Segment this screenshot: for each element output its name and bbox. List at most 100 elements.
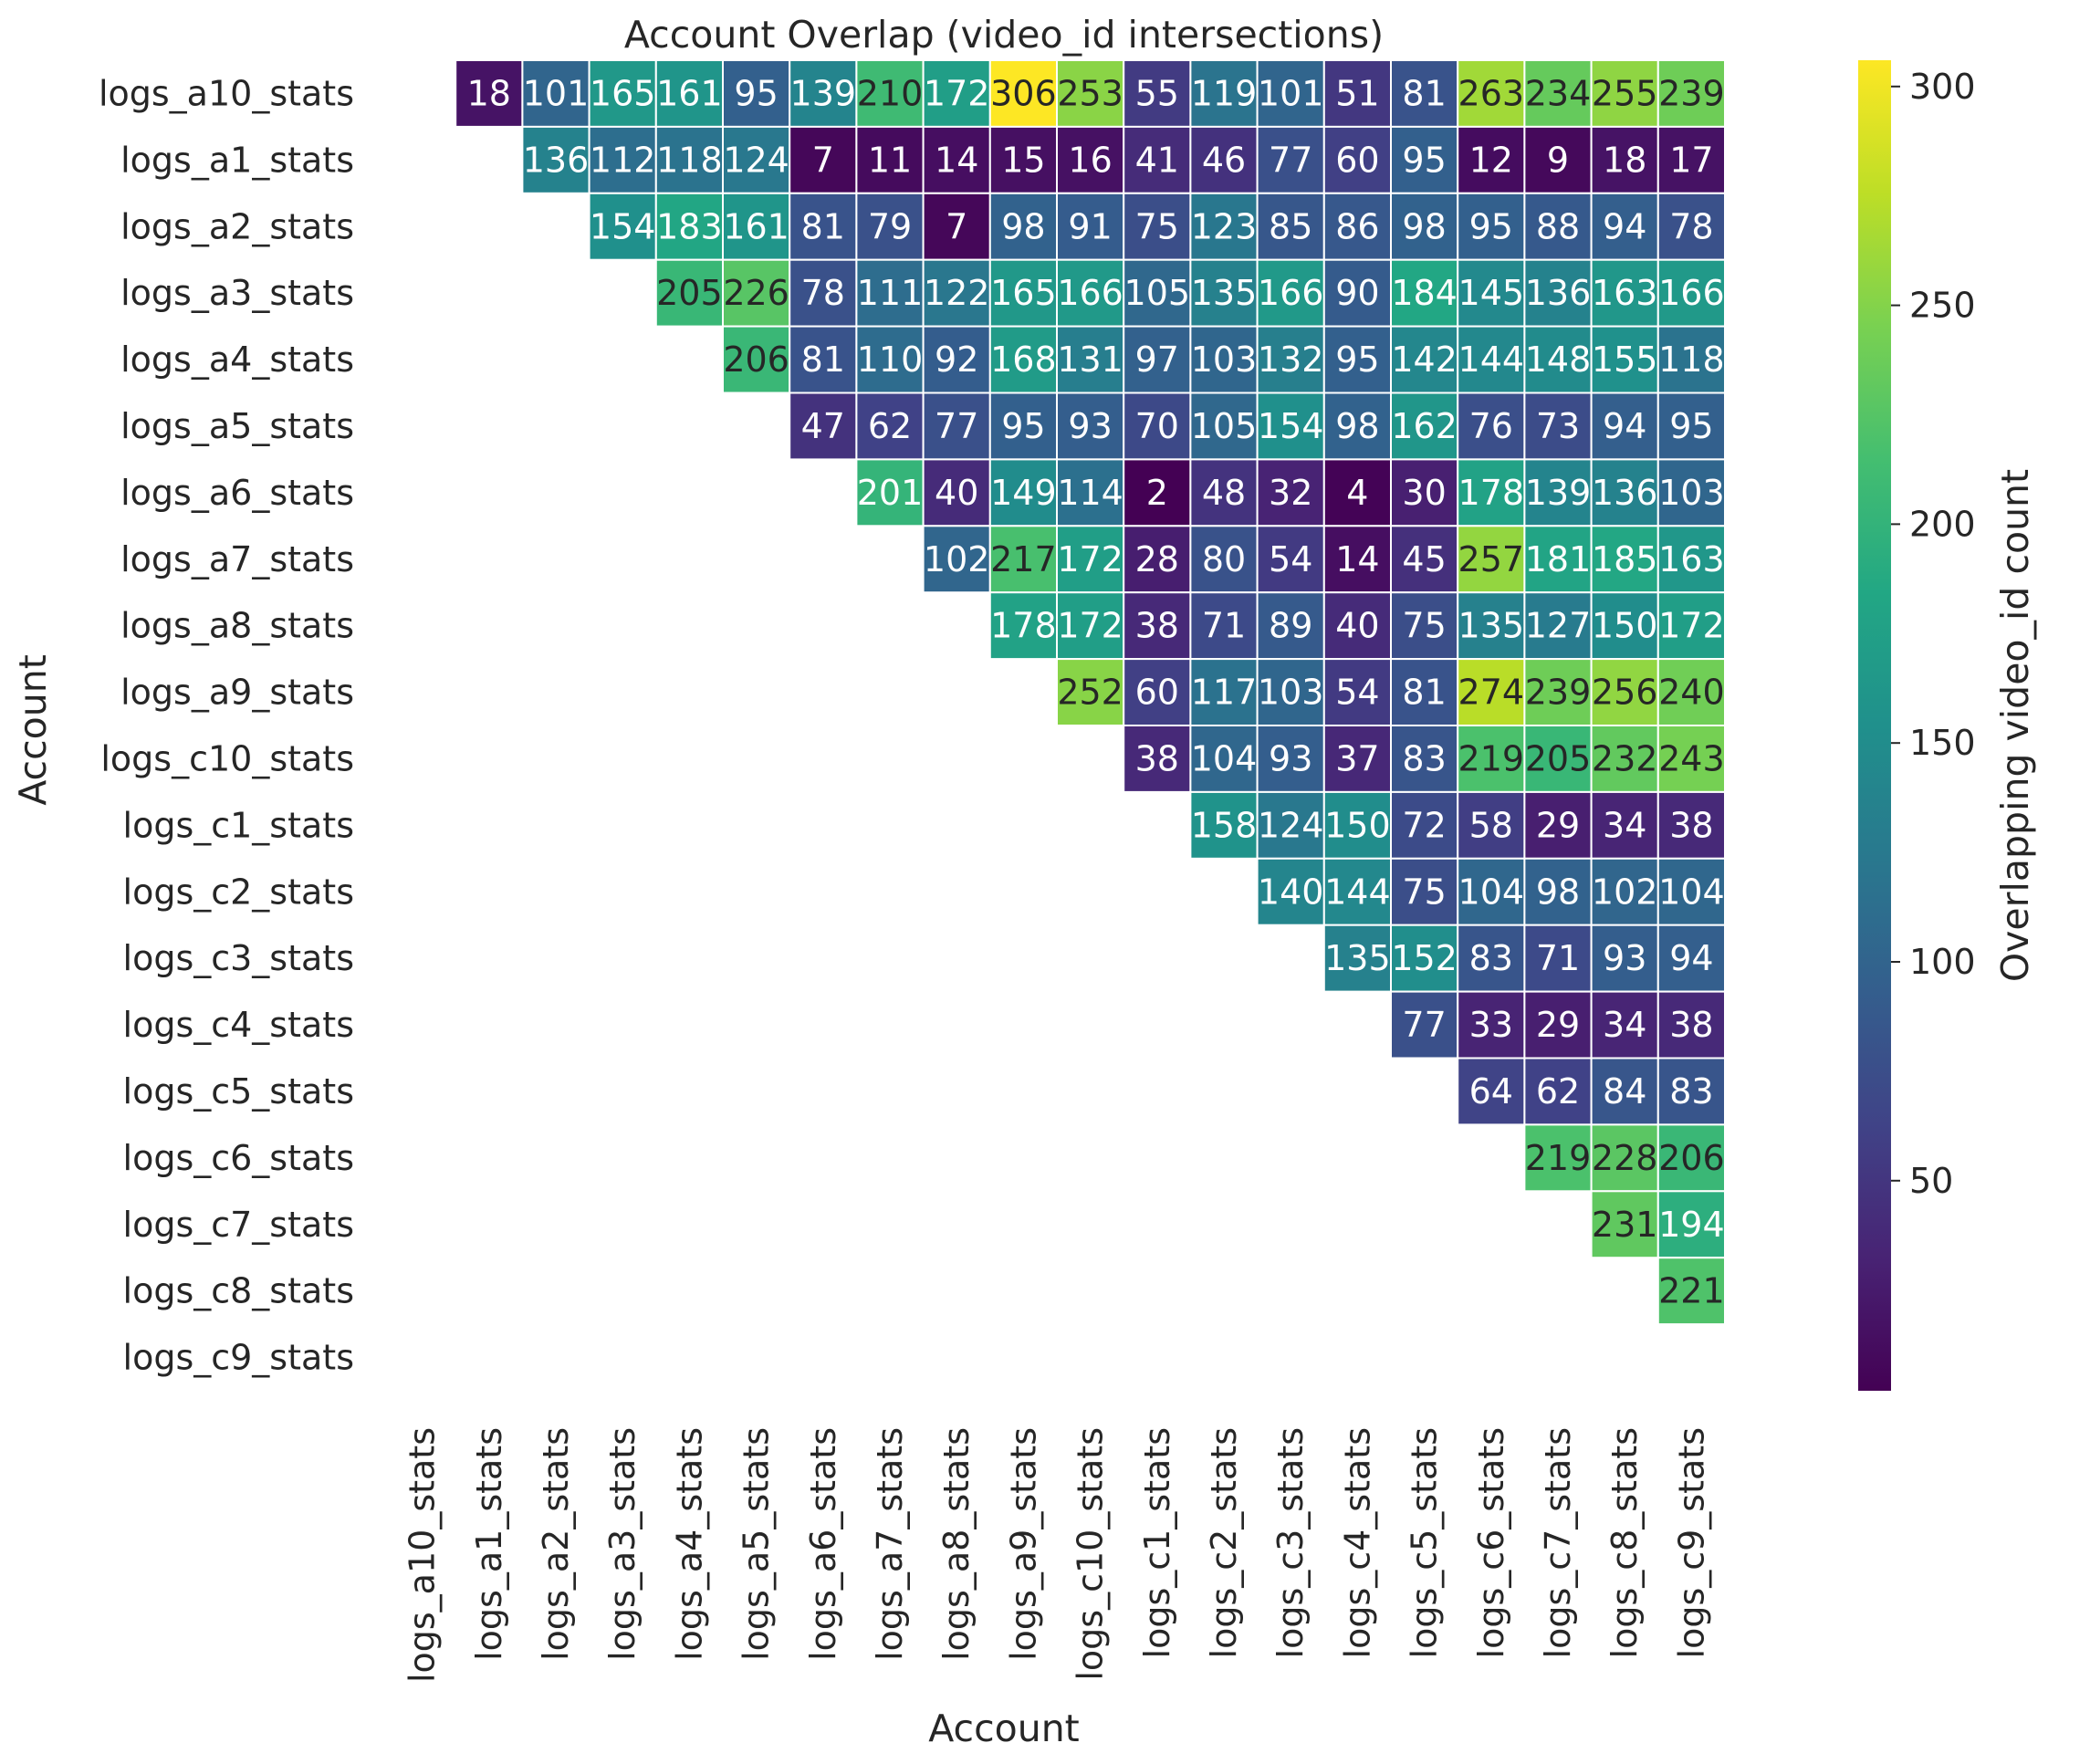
cell-value-label: 184 xyxy=(1391,273,1458,313)
cell-value-label: 206 xyxy=(1658,1138,1725,1178)
x-tick-label: logs_a10_stats xyxy=(402,1427,443,1683)
heatmap-cell xyxy=(1390,591,1459,661)
y-tick-label: logs_a10_stats xyxy=(99,73,354,113)
heatmap-cell xyxy=(1656,1257,1727,1326)
cell-value-label: 117 xyxy=(1191,673,1258,713)
heatmap-cell xyxy=(1056,325,1125,394)
cell-value-label: 75 xyxy=(1402,872,1446,912)
heatmap-cell xyxy=(1256,790,1325,860)
cell-value-label: 94 xyxy=(1603,406,1646,446)
y-tick-label: logs_a7_stats xyxy=(120,539,354,579)
y-tick-labels: logs_a10_stats logs_a1_stats logs_a2_stats… xyxy=(99,73,354,1377)
cell-value-label: 135 xyxy=(1191,273,1258,313)
heatmap-cell xyxy=(1457,59,1526,128)
cell-value-label: 83 xyxy=(1402,738,1446,778)
cell-value-label: 38 xyxy=(1669,805,1713,845)
x-tick-label: logs_c10_stats xyxy=(1071,1427,1111,1681)
cell-value-label: 72 xyxy=(1402,805,1446,845)
cell-value-label: 110 xyxy=(857,339,924,380)
heatmap-cell xyxy=(1590,525,1659,594)
cell-value-label: 234 xyxy=(1525,73,1592,113)
cell-value-label: 93 xyxy=(1068,406,1112,446)
heatmap-cell xyxy=(1590,591,1659,661)
cell-value-label: 166 xyxy=(1658,273,1725,313)
cell-value-label: 219 xyxy=(1525,1138,1592,1178)
heatmap-cell xyxy=(521,125,590,194)
cell-value-label: 73 xyxy=(1536,406,1580,446)
heatmap-cell xyxy=(1390,325,1459,394)
cell-value-label: 95 xyxy=(1001,406,1045,446)
cell-value-label: 206 xyxy=(723,339,789,380)
colorbar-tick-label: 300 xyxy=(1909,67,1976,107)
cell-value-label: 71 xyxy=(1536,938,1580,978)
heatmap-cell xyxy=(1523,924,1593,993)
colorbar-tick-label: 50 xyxy=(1909,1161,1953,1201)
cell-value-label: 81 xyxy=(1402,73,1446,113)
cell-value-label: 135 xyxy=(1458,606,1525,646)
cell-value-label: 40 xyxy=(935,473,978,513)
x-tick-label: logs_c5_stats xyxy=(1405,1427,1445,1658)
x-axis-label: Account xyxy=(928,1707,1080,1750)
x-tick-label: logs_c1_stats xyxy=(1137,1427,1177,1658)
cell-value-label: 94 xyxy=(1603,206,1646,246)
heatmap-cell xyxy=(1256,125,1325,194)
cell-value-label: 148 xyxy=(1525,339,1592,380)
cell-value-label: 94 xyxy=(1669,938,1713,978)
y-tick-label: logs_a6_stats xyxy=(120,473,354,513)
heatmap-cell xyxy=(1656,1190,1727,1259)
cell-value-label: 90 xyxy=(1335,273,1379,313)
cell-value-label: 158 xyxy=(1191,805,1258,845)
cell-value-label: 18 xyxy=(1603,140,1646,180)
heatmap-cell xyxy=(1322,59,1393,128)
y-tick-label: logs_c6_stats xyxy=(123,1138,354,1178)
heatmap-cell xyxy=(922,325,991,394)
cell-value-label: 80 xyxy=(1202,539,1246,579)
cell-value-label: 14 xyxy=(935,140,978,180)
heatmap-cell xyxy=(1656,924,1727,993)
x-tick-label: logs_c9_stats xyxy=(1671,1427,1711,1658)
heatmap-cell xyxy=(1523,525,1593,594)
heatmap-cell xyxy=(1322,458,1393,527)
heatmap-cell xyxy=(1656,525,1727,594)
cell-value-label: 12 xyxy=(1469,140,1513,180)
cell-value-label: 142 xyxy=(1391,339,1458,380)
cell-value-label: 29 xyxy=(1536,805,1580,845)
cell-value-label: 86 xyxy=(1335,206,1379,246)
cell-value-label: 16 xyxy=(1068,140,1112,180)
cell-value-label: 40 xyxy=(1335,606,1379,646)
cell-value-label: 41 xyxy=(1135,140,1179,180)
heatmap-cell xyxy=(1056,258,1125,328)
cell-value-label: 239 xyxy=(1658,73,1725,113)
heatmap-cell xyxy=(1656,790,1727,860)
cell-value-label: 54 xyxy=(1269,539,1312,579)
cell-value-label: 18 xyxy=(467,73,511,113)
cell-value-label: 32 xyxy=(1269,473,1312,513)
x-tick-label: logs_c2_stats xyxy=(1204,1427,1244,1658)
cell-value-label: 185 xyxy=(1592,539,1658,579)
cell-value-label: 178 xyxy=(990,606,1057,646)
cell-value-label: 93 xyxy=(1269,738,1312,778)
heatmap-cell xyxy=(1656,1057,1727,1126)
cell-value-label: 306 xyxy=(990,73,1057,113)
cell-value-label: 122 xyxy=(924,273,990,313)
cell-value-label: 155 xyxy=(1592,339,1658,380)
cell-value-label: 77 xyxy=(1269,140,1312,180)
heatmap-cell xyxy=(1590,325,1659,394)
cell-value-label: 2 xyxy=(1146,473,1168,513)
cell-value-label: 239 xyxy=(1525,673,1592,713)
x-tick-label: logs_c7_stats xyxy=(1538,1427,1578,1658)
heatmap-cell xyxy=(1189,192,1259,261)
cell-value-label: 91 xyxy=(1068,206,1112,246)
y-tick-label: logs_c10_stats xyxy=(100,738,354,778)
cell-value-label: 240 xyxy=(1658,673,1725,713)
cell-value-label: 97 xyxy=(1135,339,1179,380)
cell-value-label: 168 xyxy=(990,339,1057,380)
heatmap-cell xyxy=(1256,658,1325,726)
heatmap-cell xyxy=(1189,790,1259,860)
cell-value-label: 62 xyxy=(868,406,912,446)
cell-value-label: 231 xyxy=(1592,1205,1658,1245)
heatmap-cell xyxy=(1322,192,1393,261)
heatmap-cell xyxy=(1123,725,1192,793)
heatmap-cell xyxy=(1457,525,1526,594)
heatmap-cell xyxy=(1123,125,1192,194)
